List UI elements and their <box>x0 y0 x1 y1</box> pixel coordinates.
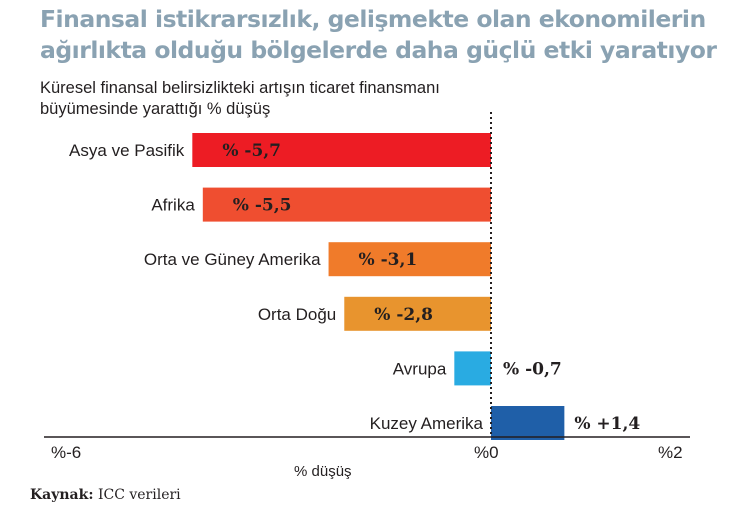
value-label: % -0,7 <box>503 359 562 379</box>
bar-6 <box>491 406 565 440</box>
bar-2 <box>202 187 492 222</box>
bar-3 <box>328 242 491 277</box>
value-label: % -5,7 <box>222 141 281 161</box>
value-label: % -2,8 <box>374 305 433 325</box>
value-label: % +1,4 <box>574 414 640 434</box>
category-label: Asya ve Pasifik <box>69 141 185 160</box>
chart-subtitle: Küresel finansal belirsizlikteki artışın… <box>40 79 440 118</box>
x-tick-label: %2 <box>658 443 683 462</box>
value-label: % -3,1 <box>359 250 418 270</box>
source-label: Kaynak: <box>30 487 94 503</box>
category-label: Avrupa <box>393 359 447 378</box>
bar-5 <box>454 351 491 386</box>
category-label: Orta Doğu <box>258 305 336 324</box>
chart-title: Finansal istikrarsızlık, gelişmekte olan… <box>40 5 717 64</box>
x-axis-label: % düşüş <box>294 463 352 480</box>
category-label: Afrika <box>151 196 195 215</box>
x-tick-label: %0 <box>474 443 499 462</box>
source-note: Kaynak: ICC verileri <box>30 487 181 503</box>
value-label: % -5,5 <box>233 196 292 216</box>
category-label: Kuzey Amerika <box>370 414 484 433</box>
source-text: ICC verileri <box>97 487 181 503</box>
x-tick-label: %-6 <box>51 443 81 462</box>
bar-4 <box>344 296 491 331</box>
category-label: Orta ve Güney Amerika <box>144 250 321 269</box>
bar-1 <box>192 133 491 167</box>
